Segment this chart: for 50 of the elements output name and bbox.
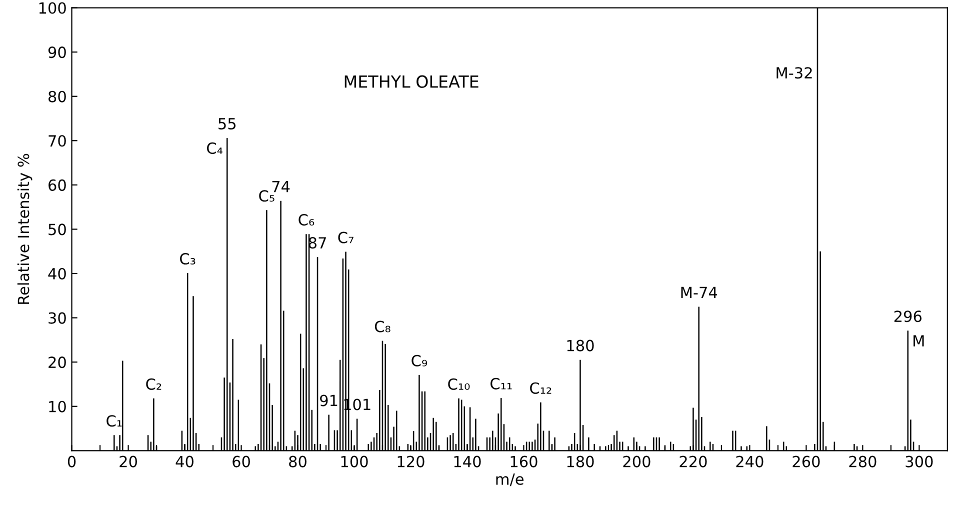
annotation: 180 (567, 340, 594, 352)
y-tick-label: 100 (39, 2, 66, 14)
annotation: C₈ (374, 320, 390, 332)
annotation: C₄ (207, 142, 222, 154)
annotation: M (914, 335, 924, 346)
y-tick-label: 60 (48, 179, 66, 191)
x-tick-label: 280 (849, 456, 876, 468)
annotation: M-74 (681, 286, 718, 298)
x-tick-label: 200 (623, 456, 650, 468)
annotation: M-32 (776, 67, 812, 79)
x-tick-label: 100 (341, 456, 368, 468)
annotation: C₁₀ (448, 378, 470, 390)
x-tick-label: 220 (680, 456, 707, 468)
annotation: 296 (894, 310, 922, 322)
text: METHYL OLEATE (344, 75, 478, 88)
x-tick-label: 80 (289, 456, 306, 468)
x-tick-label: 180 (567, 456, 594, 468)
y-tick-label: 70 (48, 135, 66, 147)
y-tick-label: 40 (48, 268, 66, 280)
y-tick-label: 10 (49, 400, 66, 412)
annotation: 91 (320, 394, 338, 406)
annotation: C₉ (412, 354, 428, 366)
annotation: 74 (272, 181, 290, 192)
x-tick-label: 0 (68, 456, 76, 468)
x-tick-label: 120 (398, 456, 424, 468)
annotation: C₆ (298, 214, 314, 226)
annotation: C₁₂ (530, 382, 552, 394)
x-tick-label: 160 (510, 456, 538, 468)
x-tick-label: 260 (792, 456, 820, 468)
x-tick-label: 60 (232, 456, 250, 468)
x-tick-label: 20 (120, 456, 137, 468)
x-tick-label: 40 (176, 456, 194, 468)
annotation: C₁ (106, 415, 122, 427)
annotation: C₁₁ (490, 378, 512, 390)
y-tick-label: 20 (48, 356, 66, 368)
annotation: C₂ (146, 378, 162, 390)
y-tick-label: 90 (48, 46, 66, 58)
annotation: 55 (218, 118, 236, 130)
annotation: 87 (308, 237, 326, 249)
y-axis-title: Relative Intensity % (17, 154, 32, 304)
annotation: C₃ (180, 252, 196, 265)
y-tick-label: 30 (48, 312, 66, 324)
y-tick-label: 50 (48, 224, 66, 236)
x-tick-label: 300 (906, 456, 933, 468)
annotation: C₅ (259, 190, 274, 202)
x-tick-label: 240 (736, 456, 764, 468)
x-tick-label: 140 (454, 456, 481, 468)
y-tick-label: 80 (48, 90, 66, 102)
x-axis-title: m/e (496, 474, 524, 486)
annotation: C₇ (338, 232, 354, 244)
